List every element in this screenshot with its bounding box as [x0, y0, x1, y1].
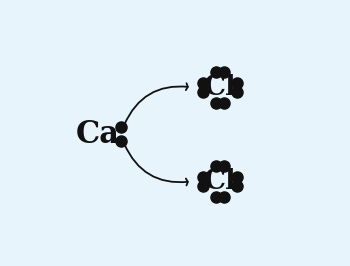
Text: Ca: Ca	[76, 119, 120, 150]
Text: Cl: Cl	[204, 168, 236, 195]
Text: Cl: Cl	[204, 74, 236, 101]
